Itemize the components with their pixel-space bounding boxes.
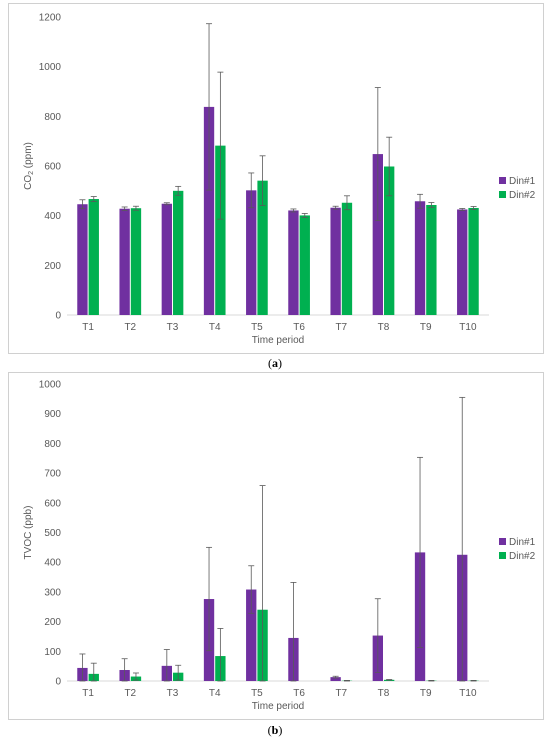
bar-Din2-T1: [88, 199, 99, 315]
bar-Din2-T7: [341, 202, 353, 315]
legend-label-Din1: Din#1: [509, 537, 536, 548]
y-tick-label: 500: [44, 528, 61, 539]
x-axis-label: Time period: [252, 701, 304, 712]
y-axis-label: TVOC (ppb): [23, 506, 34, 560]
bar-Din1-T9: [414, 201, 426, 315]
bar-Din1-T7: [330, 207, 341, 315]
bar-Din1-T6: [288, 210, 299, 315]
x-tick-label: T1: [82, 688, 94, 699]
x-tick-label: T10: [459, 688, 477, 699]
legend-swatch-Din2: [499, 191, 506, 198]
x-tick-label: T2: [124, 322, 136, 333]
caption-a: (a): [268, 356, 282, 370]
y-tick-label: 1200: [39, 13, 62, 24]
bar-Din2-T9: [426, 204, 437, 315]
y-axis-label: CO2 (ppm): [23, 142, 35, 190]
y-tick-label: 400: [44, 211, 61, 222]
x-tick-label: T7: [335, 688, 347, 699]
legend-swatch-Din1: [499, 177, 506, 184]
x-tick-label: T3: [167, 322, 179, 333]
x-tick-label: T1: [82, 322, 94, 333]
caption-a-letter: a: [272, 356, 278, 370]
x-tick-label: T5: [251, 688, 263, 699]
bar-Din1-T7: [330, 677, 341, 681]
bar-Din1-T3: [161, 203, 172, 315]
bar-Din1-T1: [77, 204, 88, 315]
x-tick-label: T8: [378, 322, 390, 333]
y-tick-label: 200: [44, 261, 61, 272]
y-tick-label: 100: [44, 647, 61, 658]
y-tick-label: 800: [44, 439, 61, 450]
y-tick-label: 600: [44, 162, 61, 173]
y-tick-label: 1000: [39, 62, 62, 73]
x-tick-label: T2: [124, 688, 136, 699]
bar-Din1-T5: [246, 190, 257, 315]
x-tick-label: T8: [378, 688, 390, 699]
legend-label-Din1: Din#1: [509, 176, 536, 187]
x-tick-label: T6: [293, 688, 305, 699]
y-tick-label: 600: [44, 498, 61, 509]
y-axis-label-main: CO: [23, 175, 34, 190]
x-tick-label: T9: [420, 322, 432, 333]
bar-Din1-T10: [457, 209, 468, 315]
x-tick-label: T5: [251, 322, 263, 333]
y-tick-label: 0: [55, 311, 61, 322]
y-tick-label: 900: [44, 409, 61, 420]
y-tick-label: 0: [55, 677, 61, 688]
y-tick-label: 400: [44, 558, 61, 569]
y-axis-label-unit: (ppm): [23, 142, 34, 171]
x-axis-label: Time period: [252, 335, 304, 346]
bar-Din2-T3: [173, 190, 184, 315]
caption-b: (b): [267, 723, 283, 737]
bar-Din2-T10: [468, 207, 479, 315]
x-tick-label: T10: [459, 322, 477, 333]
bar-Din2-T6: [299, 215, 310, 315]
caption-b-letter: b: [271, 723, 279, 737]
y-tick-label: 700: [44, 469, 61, 480]
legend-label-Din2: Din#2: [509, 190, 536, 201]
x-tick-label: T3: [167, 688, 179, 699]
chart-panel-b: 0 100 200 300 400 500 600 700 800 900 1000 T1 T2 T3 T4…: [8, 372, 544, 720]
x-tick-label: T4: [209, 688, 221, 699]
x-tick-label: T9: [420, 688, 432, 699]
y-tick-label: 1000: [39, 380, 62, 391]
tvoc-chart: 0 100 200 300 400 500 600 700 800 900 1000 T1 T2 T3 T4…: [23, 380, 536, 713]
chart-panel-a: 0 200 400 600 800 1000 1200 T1 T2 T3 T4 T5 T6 T7 T8 T9 T…: [8, 3, 544, 354]
bar-Din2-T4: [215, 145, 226, 315]
bar-Din2-T2: [130, 208, 142, 315]
y-tick-label: 200: [44, 617, 61, 628]
y-axis-label-subscript: 2: [28, 171, 35, 175]
y-tick-label: 800: [44, 112, 61, 123]
bar-Din1-T8: [372, 154, 383, 315]
legend-swatch-Din2: [499, 552, 506, 559]
legend-swatch-Din1: [499, 538, 506, 545]
co2-chart: 0 200 400 600 800 1000 1200 T1 T2 T3 T4 T5 T6 T7 T8 T9 T…: [23, 13, 536, 347]
y-tick-label: 300: [44, 587, 61, 598]
bar-Din1-T4: [203, 106, 215, 315]
bar-Din1-T5: [246, 589, 257, 681]
bar-Din2-T5: [257, 180, 268, 315]
x-tick-label: T4: [209, 322, 221, 333]
x-tick-label: T7: [335, 322, 347, 333]
legend-label-Din2: Din#2: [509, 551, 536, 562]
x-tick-label: T6: [293, 322, 305, 333]
bar-Din2-T8: [384, 166, 395, 315]
bar-Din1-T2: [119, 208, 130, 315]
